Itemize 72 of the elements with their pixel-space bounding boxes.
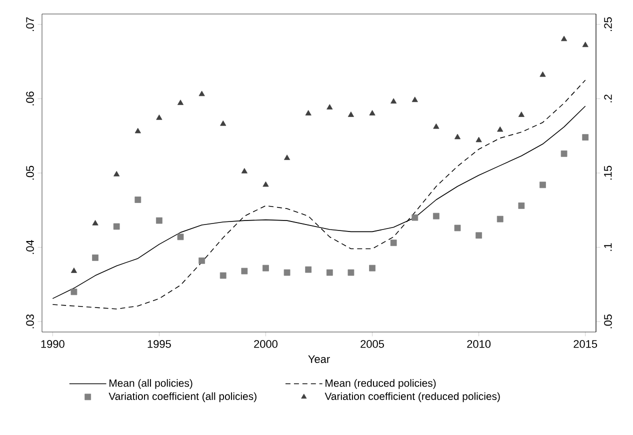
point: [540, 71, 546, 77]
point: [518, 112, 524, 117]
x-tick-label: 2000: [254, 340, 278, 348]
point: [262, 264, 269, 272]
point: [198, 257, 205, 264]
point: [92, 254, 98, 261]
point: [305, 110, 312, 116]
point: [476, 136, 482, 142]
point: [412, 214, 418, 221]
y-tick-label: .04: [26, 240, 34, 254]
point: [433, 212, 440, 220]
point: [220, 272, 226, 279]
point: [134, 196, 142, 203]
point: [134, 128, 141, 134]
point: [518, 202, 525, 209]
y-tick-label: .03: [26, 314, 34, 328]
point: [70, 288, 78, 296]
point: [497, 126, 504, 132]
point: [305, 266, 312, 273]
point: [177, 100, 184, 105]
point: [348, 269, 354, 276]
x-tick-label: 2010: [467, 340, 491, 348]
point: [241, 268, 248, 274]
legend-label: Variation coefficient (all policies): [108, 392, 256, 402]
y2-tick-label: .25: [604, 17, 612, 32]
point: [113, 223, 120, 230]
y2-tick-label: .2: [604, 94, 612, 102]
point: [284, 269, 290, 276]
point: [156, 217, 162, 224]
line-series: [52, 80, 586, 310]
point: [582, 42, 588, 48]
point: [262, 181, 269, 187]
x-tick-label: 2005: [360, 340, 384, 348]
point: [156, 114, 162, 120]
point: [348, 112, 354, 117]
point: [454, 134, 461, 140]
point: [369, 110, 376, 116]
legend-label: Variation coefficient (reduced policies): [324, 392, 500, 402]
y-tick-label: .06: [26, 92, 34, 106]
legend-label: Mean (all policies): [110, 379, 192, 389]
point: [326, 104, 333, 110]
point: [326, 269, 333, 276]
point: [390, 98, 397, 104]
point: [454, 224, 461, 232]
point: [582, 134, 589, 141]
y-tick-label: .07: [26, 17, 34, 32]
y2-tick-label: .05: [604, 314, 612, 328]
point: [540, 182, 546, 188]
point: [177, 234, 184, 240]
point: [241, 168, 248, 174]
point: [390, 240, 397, 246]
point: [369, 264, 376, 272]
point: [220, 120, 226, 126]
x-axis-title: Year: [308, 355, 330, 364]
point: [433, 123, 440, 129]
y-tick-label: .05: [26, 166, 34, 180]
x-tick-label: 2015: [574, 340, 598, 348]
legend-label: Mean (reduced policies): [326, 379, 436, 389]
y2-tick-label: .15: [604, 166, 612, 180]
point: [70, 268, 78, 273]
point: [284, 154, 290, 160]
point: [92, 220, 98, 226]
x-tick-label: 1995: [148, 340, 171, 348]
point: [560, 36, 568, 42]
point: [198, 90, 205, 96]
point: [496, 216, 504, 222]
y2-tick-label: .1: [604, 243, 612, 251]
point: [560, 150, 568, 157]
point: [476, 232, 482, 239]
x-tick-label: 1990: [41, 340, 64, 348]
point: [114, 170, 120, 176]
point: [412, 96, 418, 102]
